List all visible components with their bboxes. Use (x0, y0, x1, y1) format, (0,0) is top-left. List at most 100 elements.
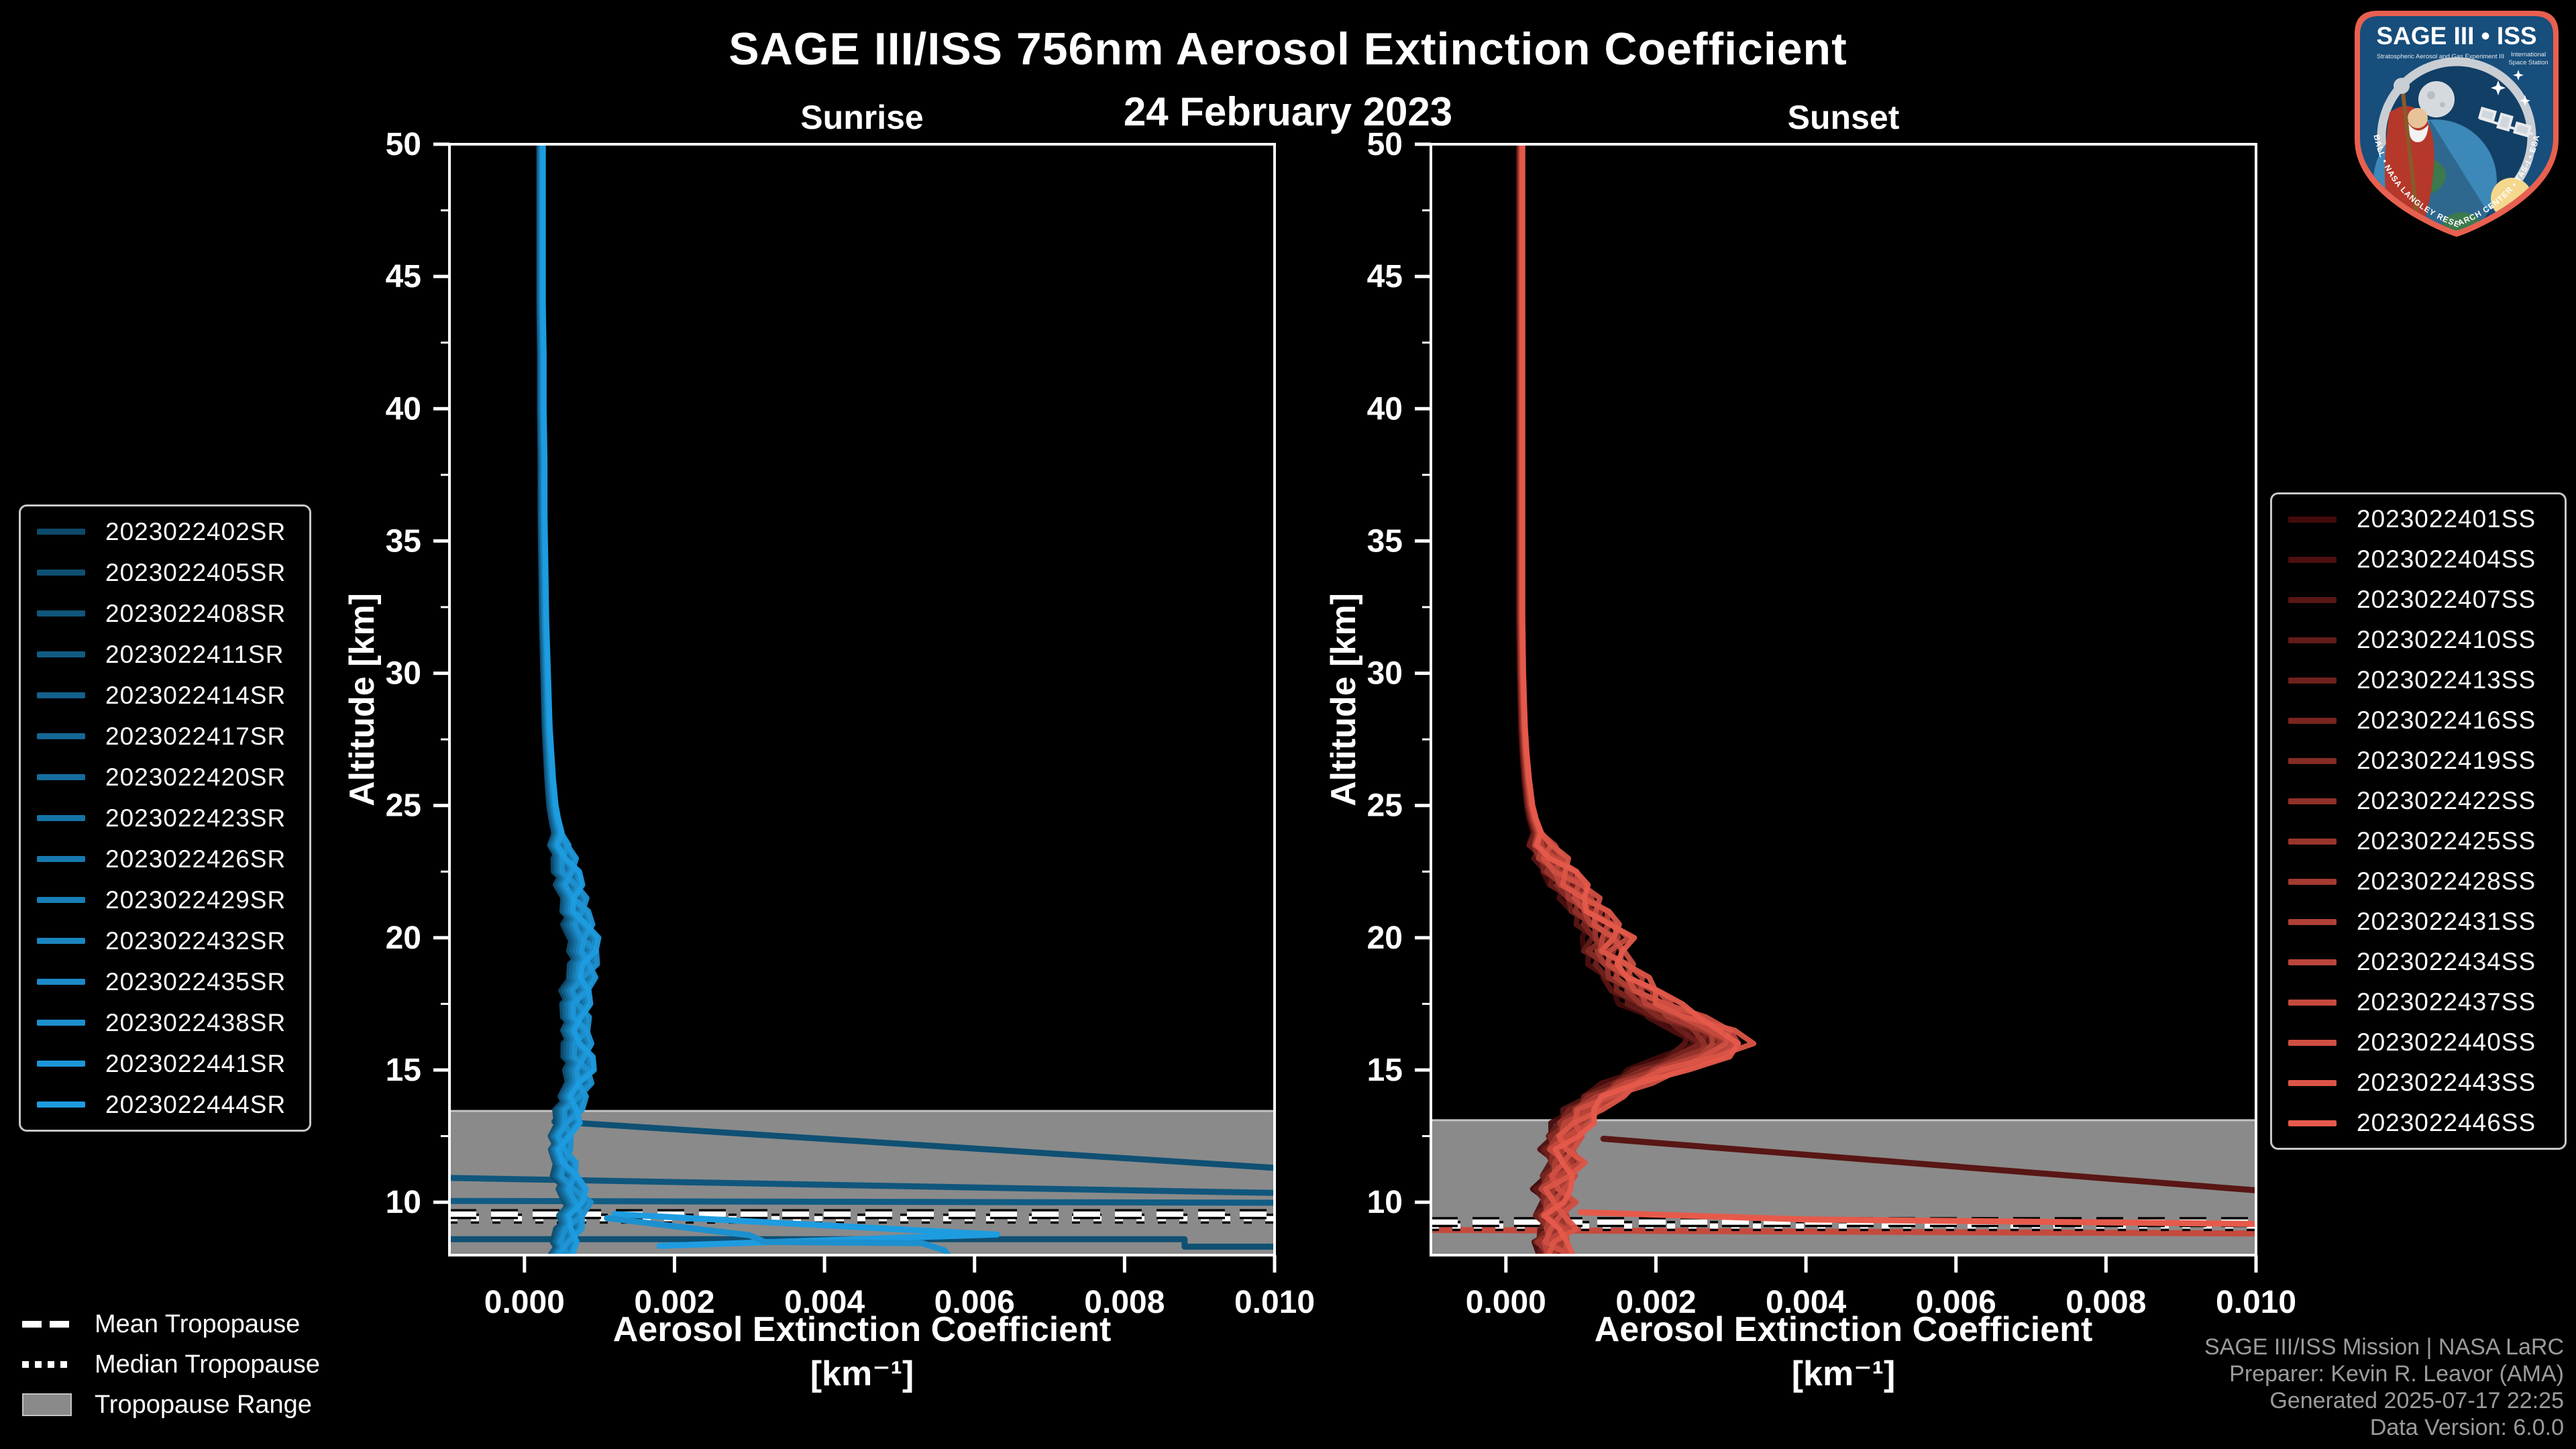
legend-item: 2023022435SR (21, 961, 309, 1002)
legend-event-label: 2023022404SS (2357, 545, 2536, 573)
legend-item: 2023022416SS (2272, 700, 2565, 741)
mission-credit-line: SAGE III/ISS Mission | NASA LaRC (2204, 1334, 2564, 1360)
y-tick-label: 10 (1367, 1185, 1403, 1220)
legend-item: 2023022405SR (21, 552, 309, 593)
legend-event-label: 2023022432SR (105, 926, 286, 955)
legend-item: 2023022402SR (21, 511, 309, 552)
legend-event-label: 2023022440SS (2357, 1028, 2536, 1056)
legend-event-label: 2023022408SR (105, 599, 286, 627)
legend-event-label: 2023022419SS (2357, 747, 2536, 774)
sage-iii-iss-mission-patch: SAGE III • ISS Stratospheric Aerosol and… (2355, 11, 2559, 237)
legend-line-swatch (37, 1102, 85, 1108)
legend-event-label: 2023022429SR (105, 885, 286, 914)
legend-event-label: 2023022437SS (2357, 988, 2536, 1016)
legend-item: 2023022401SS (2272, 499, 2565, 539)
legend-line-swatch (37, 1020, 85, 1026)
x-tick-label: 0.008 (1084, 1285, 1165, 1320)
data-version-line: Data Version: 6.0.0 (2369, 1415, 2564, 1440)
mean-tropopause-legend-item: Mean Tropopause (22, 1304, 320, 1344)
y-tick-label: 20 (386, 920, 421, 956)
legend-event-label: 2023022438SR (105, 1008, 286, 1036)
y-tick-label: 25 (1367, 788, 1403, 824)
legend-line-swatch (2288, 1039, 2337, 1046)
sunset-x-axis-units: [km⁻¹] (1791, 1354, 1896, 1393)
y-tick-label: 15 (386, 1053, 421, 1088)
tropopause-range-legend-item: Tropopause Range (22, 1385, 320, 1425)
x-tick-label: 0.008 (2065, 1285, 2146, 1320)
legend-line-swatch (2288, 918, 2337, 925)
earth-terminator-shadow (2416, 119, 2497, 231)
y-tick-label: 30 (1367, 656, 1403, 692)
generated-line: Generated 2025-07-17 22:25 (2269, 1388, 2564, 1413)
legend-line-swatch (2288, 999, 2337, 1006)
legend-line-swatch (37, 692, 85, 698)
legend-item: 2023022444SR (21, 1084, 309, 1125)
legend-line-swatch (37, 570, 85, 576)
legend-line-swatch (37, 938, 85, 944)
legend-event-label: 2023022426SR (105, 845, 286, 873)
y-tick-label: 45 (1367, 259, 1403, 294)
y-tick-label: 20 (1367, 920, 1403, 956)
legend-line-swatch (2288, 757, 2337, 764)
legend-item: 2023022423SR (21, 798, 309, 839)
legend-line-swatch (2288, 717, 2337, 724)
legend-item: 2023022446SS (2272, 1103, 2565, 1143)
legend-line-swatch (2288, 637, 2337, 643)
legend-event-label: 2023022414SR (105, 681, 286, 709)
legend-line-swatch (2288, 596, 2337, 603)
legend-event-label: 2023022402SR (105, 517, 286, 545)
legend-line-swatch (2288, 516, 2337, 523)
legend-line-swatch (2288, 556, 2337, 563)
legend-item: 2023022419SS (2272, 741, 2565, 781)
y-tick-label: 50 (1367, 127, 1403, 162)
legend-event-label: 2023022410SS (2357, 626, 2536, 653)
legend-line-swatch (37, 774, 85, 780)
x-tick-label: 0.002 (634, 1285, 714, 1320)
father-time-figure (2385, 78, 2434, 227)
sunrise-x-axis-units: [km⁻¹] (810, 1354, 914, 1393)
patch-subtitle-right-2: Space Station (2508, 59, 2548, 66)
legend-line-swatch (37, 529, 85, 535)
sunset-events-legend: 2023022401SS 2023022404SS 2023022407SS 2023… (2270, 492, 2567, 1150)
legend-event-label: 2023022407SS (2357, 586, 2536, 613)
y-tick-label: 25 (386, 788, 421, 824)
x-tick-label: 0.006 (934, 1285, 1015, 1320)
sunrise-events-legend: 2023022402SR 2023022405SR 2023022408SR 2023… (19, 504, 311, 1132)
legend-item: 2023022428SS (2272, 861, 2565, 902)
x-tick-label: 0.010 (2216, 1285, 2296, 1320)
legend-line-swatch (2288, 1079, 2337, 1086)
legend-event-label: 2023022411SR (105, 640, 284, 668)
y-tick-label: 10 (386, 1185, 421, 1220)
legend-item: 2023022408SR (21, 593, 309, 634)
moon-icon (2418, 81, 2455, 117)
sunset-plot: 50 45 40 35 30 25 20 15 10 0.000 0.002 0.004 0.006 0.… (1367, 127, 2296, 1320)
legend-item: 2023022443SS (2272, 1063, 2565, 1103)
footer-credits: SAGE III/ISS Mission | NASA LaRC Prepare… (2204, 1334, 2564, 1441)
legend-item: 2023022410SS (2272, 620, 2565, 660)
legend-event-label: 2023022413SS (2357, 666, 2536, 694)
legend-line-swatch (2288, 798, 2337, 804)
legend-item: 2023022441SR (21, 1043, 309, 1084)
moon-crater (2427, 91, 2435, 99)
median-tropopause-label: Median Tropopause (95, 1350, 320, 1379)
legend-item: 2023022411SR (21, 634, 309, 675)
x-tick-label: 0.010 (1234, 1285, 1315, 1320)
sunset-panel-title: Sunset (1787, 99, 1900, 136)
moon-crater (2440, 102, 2445, 107)
legend-item: 2023022422SS (2272, 781, 2565, 821)
legend-item: 2023022431SS (2272, 902, 2565, 942)
y-tick-label: 50 (386, 127, 421, 162)
sunset-x-axis-label: Aerosol Extinction Coefficient (1594, 1310, 2093, 1349)
legend-item: 2023022404SS (2272, 539, 2565, 580)
x-tick-label: 0.004 (784, 1285, 865, 1320)
legend-item: 2023022425SS (2272, 821, 2565, 861)
legend-event-label: 2023022401SS (2357, 505, 2536, 533)
legend-event-label: 2023022444SR (105, 1090, 286, 1118)
legend-event-label: 2023022422SS (2357, 787, 2536, 814)
sunrise-y-axis-label: Altitude [km] (343, 593, 382, 806)
legend-item: 2023022434SS (2272, 942, 2565, 982)
legend-item: 2023022414SR (21, 675, 309, 716)
dashed-line-icon (22, 1321, 72, 1328)
figure-date-subtitle: 24 February 2023 (1123, 89, 1453, 134)
legend-line-swatch (37, 815, 85, 821)
